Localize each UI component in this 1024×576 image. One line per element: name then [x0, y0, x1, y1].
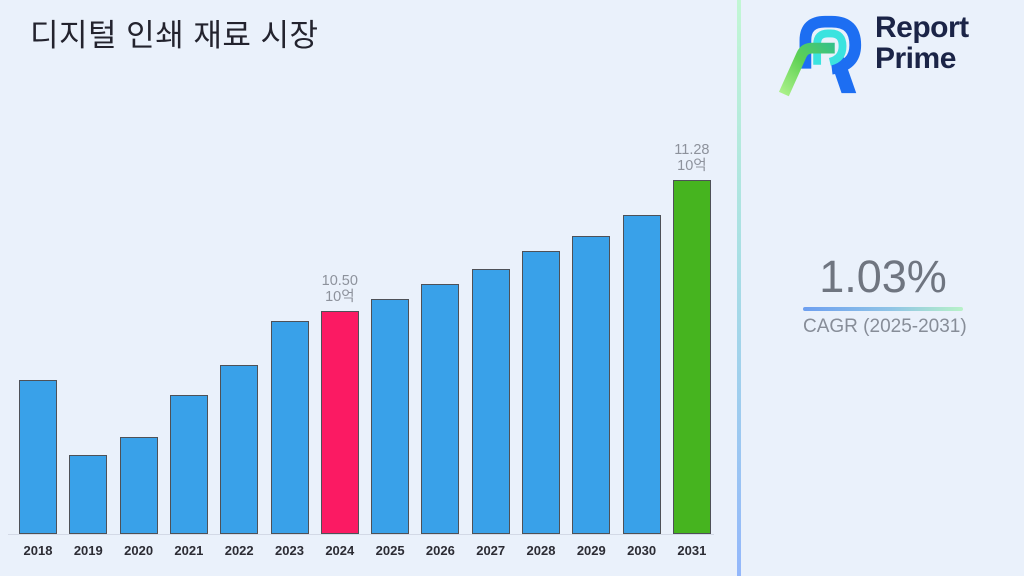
bar-chart: 2018 2019 2020 2021 2022 2023 2024 2025 2026 2027…: [8, 142, 737, 558]
x-tick-2024: 2024: [325, 543, 355, 558]
x-tick-2028: 2028: [526, 543, 556, 558]
page-title: 디지털 인쇄 재료 시장: [30, 18, 319, 53]
bar-2020: [119, 437, 158, 534]
cagr-label: CAGR (2025-2031): [803, 316, 967, 337]
x-tick-2019: 2019: [73, 543, 103, 558]
x-axis-line: [8, 534, 714, 535]
x-tick-2018: 2018: [23, 543, 53, 558]
brand-logo: Report Prime: [779, 7, 969, 97]
x-tick-2031: 2031: [677, 543, 707, 558]
bar-2019: [69, 455, 108, 534]
bar-2022: [220, 365, 259, 534]
bar-2025: [371, 299, 410, 534]
bar-2024: [320, 311, 359, 534]
bar-value-label-line: 11.28: [674, 142, 710, 158]
bar-2030: [622, 215, 661, 534]
x-tick-2023: 2023: [275, 543, 304, 558]
x-tick-2021: 2021: [174, 543, 204, 558]
bar-2028: [522, 251, 560, 534]
x-tick-2029: 2029: [576, 543, 606, 558]
bar-2018: [19, 380, 57, 534]
x-tick-2022: 2022: [224, 543, 254, 558]
bar-value-label-2024: 10.50 10억: [295, 273, 385, 305]
x-tick-2026: 2026: [425, 543, 455, 558]
bar-value-label-line: 10억: [677, 157, 707, 174]
bar-2031: [672, 180, 711, 534]
section-divider: [737, 0, 741, 576]
x-tick-2030: 2030: [627, 543, 657, 558]
report-prime-logo-icon: [779, 15, 862, 97]
bar-2023: [270, 321, 309, 534]
brand-name: Report Prime: [875, 12, 969, 74]
brand-name-line2: Prime: [875, 42, 956, 75]
bar-value-label-line: 10.50: [321, 273, 358, 289]
brand-name-line1: Report: [875, 11, 969, 44]
x-tick-2027: 2027: [476, 543, 506, 558]
cagr-underline: [803, 307, 963, 311]
bar-2026: [421, 284, 460, 534]
bar-2029: [572, 236, 611, 534]
cagr-value: 1.03%: [819, 251, 947, 302]
x-tick-2020: 2020: [124, 543, 154, 558]
x-tick-2025: 2025: [375, 543, 405, 558]
cagr-panel: 1.03% CAGR (2025-2031): [803, 251, 967, 338]
bar-value-label-2031: 11.28 10억: [647, 142, 737, 174]
bar-2021: [169, 395, 208, 534]
bar-value-label-line: 10억: [325, 288, 355, 305]
bar-2027: [471, 269, 510, 534]
